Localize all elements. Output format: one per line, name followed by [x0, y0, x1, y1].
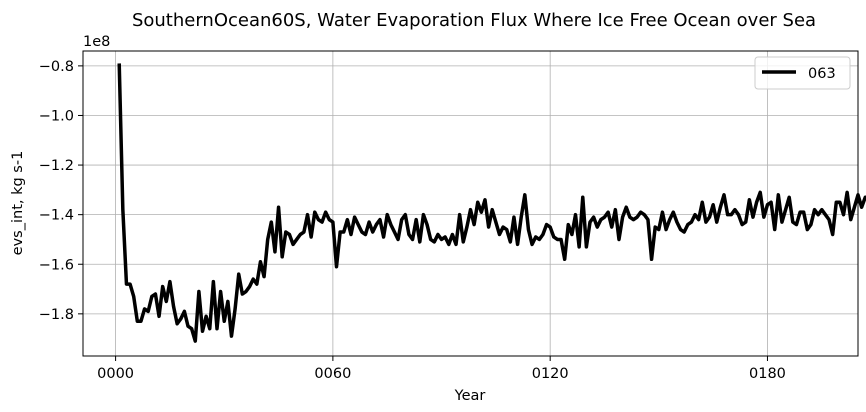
- series-layer: [117, 63, 866, 343]
- y-axis-label: evs_int, kg s-1: [10, 151, 26, 256]
- x-axis: 0000 0060 0120 0180: [97, 356, 786, 382]
- legend: 063: [754, 56, 851, 90]
- y-tick-label: −1.6: [39, 257, 74, 273]
- plot-frame: [82, 50, 859, 357]
- y-tick-label: −1.4: [39, 208, 74, 224]
- legend-label: 063: [808, 66, 836, 82]
- y-tick-label: −1.0: [39, 108, 74, 124]
- y-offset-label: 1e8: [83, 34, 110, 50]
- y-axis: −0.8 −1.0 −1.2 −1.4 −1.6 −1.8: [39, 59, 83, 323]
- x-tick-label: 0180: [749, 366, 786, 382]
- x-tick-label: 0120: [532, 366, 569, 382]
- x-axis-label: Year: [454, 388, 486, 404]
- series-line-063: [117, 63, 866, 343]
- legend-box: [754, 56, 851, 90]
- chart-title: SouthernOcean60S, Water Evaporation Flux…: [132, 10, 816, 31]
- x-tick-label: 0000: [97, 366, 134, 382]
- y-tick-label: −0.8: [39, 59, 74, 75]
- y-tick-label: −1.8: [39, 307, 74, 323]
- x-tick-label: 0060: [314, 366, 351, 382]
- y-tick-label: −1.2: [39, 158, 74, 174]
- grid-lines: [83, 51, 858, 356]
